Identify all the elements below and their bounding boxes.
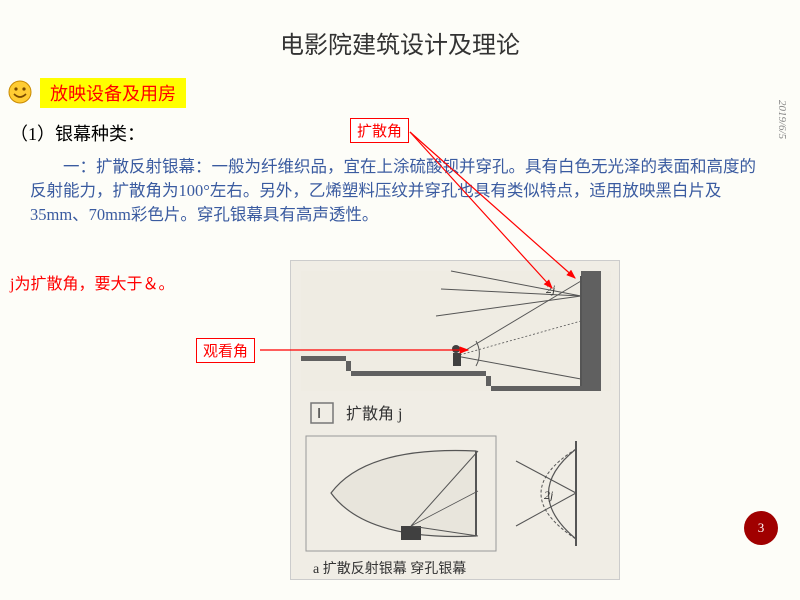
diagram-caption: a 扩散反射银幕 穿孔银幕: [313, 561, 466, 577]
diagram-box-roman: Ⅰ: [317, 407, 321, 422]
diagram-2j-upper: 2j: [546, 282, 556, 296]
diagram: 2j Ⅰ 扩散角 j: [290, 260, 620, 580]
diagram-middle-label: 扩散角 j: [346, 405, 402, 423]
label-viewing-angle: 观看角: [196, 338, 255, 363]
page-title: 电影院建筑设计及理论: [0, 0, 800, 60]
diagram-2j-lower: 2j: [544, 488, 554, 502]
red-note: j为扩散角，要大于＆。: [10, 270, 174, 294]
diagram-svg: 2j Ⅰ 扩散角 j: [291, 261, 621, 581]
subheading: （1）银幕种类：: [10, 120, 145, 146]
smiley-icon: [8, 80, 32, 104]
page-number-badge: 3: [744, 511, 778, 545]
body-paragraph: 一：扩散反射银幕：一般为纤维织品，宜在上涂硫酸钡并穿孔。具有白色无光泽的表面和高…: [30, 155, 760, 227]
date-label: 2019/6/5: [776, 100, 788, 139]
section-heading: 放映设备及用房: [40, 78, 186, 108]
label-diffusion-angle: 扩散角: [350, 118, 409, 143]
